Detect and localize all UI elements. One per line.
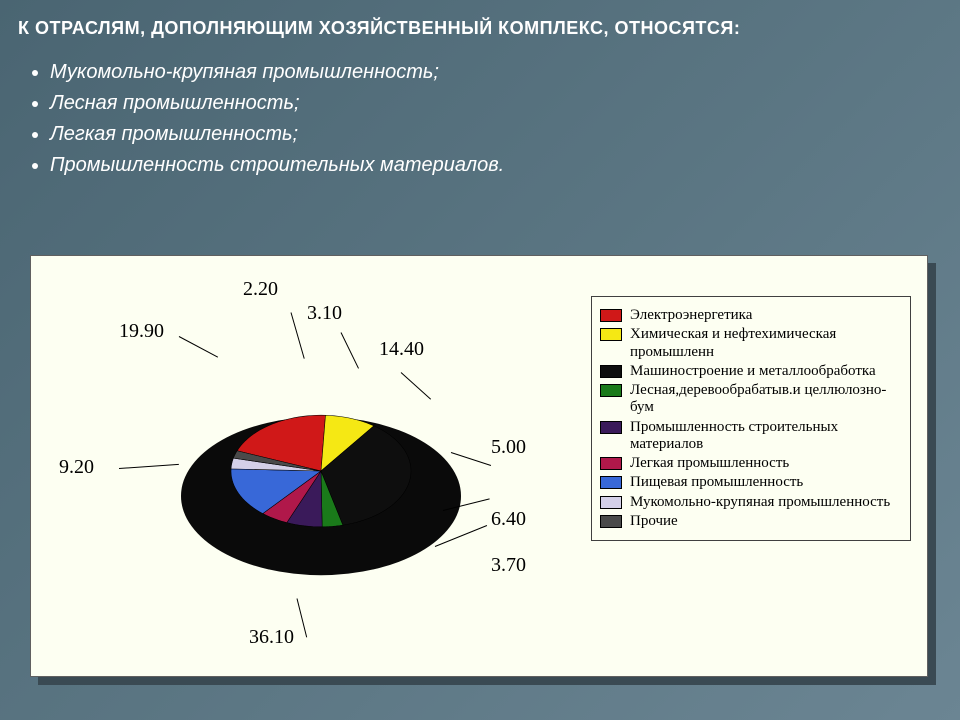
leader-line xyxy=(341,332,359,368)
legend-swatch xyxy=(600,496,622,509)
legend-swatch xyxy=(600,365,622,378)
legend-label: Легкая промышленность xyxy=(630,455,789,472)
legend-label: Электроэнергетика xyxy=(630,307,752,324)
legend-label: Мукомольно-крупяная промышленность xyxy=(630,494,890,511)
pie-value-label: 14.40 xyxy=(379,338,424,361)
pie-value-label: 2.20 xyxy=(243,278,278,301)
legend-row: Мукомольно-крупяная промышленность xyxy=(600,494,902,511)
bullet-list: Мукомольно-крупяная промышленность; Лесн… xyxy=(0,49,960,191)
page-title: К ОТРАСЛЯМ, ДОПОЛНЯЮЩИМ ХОЗЯЙСТВЕННЫЙ КО… xyxy=(0,0,960,49)
pie-value-label: 9.20 xyxy=(59,456,94,479)
pie-value-label: 3.70 xyxy=(491,554,526,577)
legend-swatch xyxy=(600,476,622,489)
legend-row: Электроэнергетика xyxy=(600,307,902,324)
list-item: Легкая промышленность; xyxy=(50,119,960,150)
legend-row: Химическая и нефтехимическая промышленн xyxy=(600,326,902,361)
legend-row: Промышленность строительных материалов xyxy=(600,419,902,454)
pie-value-label: 5.00 xyxy=(491,436,526,459)
leader-line xyxy=(297,598,308,637)
pie-value-label: 36.10 xyxy=(249,626,294,649)
legend-label: Химическая и нефтехимическая промышленн xyxy=(630,326,902,361)
legend-row: Машиностроение и металлообработка xyxy=(600,363,902,380)
legend: Электроэнергетика Химическая и нефтехимич… xyxy=(591,296,911,541)
chart-container: 19.909.2036.103.706.405.0014.403.102.20 … xyxy=(30,255,928,677)
chart-box: 19.909.2036.103.706.405.0014.403.102.20 … xyxy=(30,255,928,677)
legend-label: Лесная,деревообрабатыв.и целлюлозно-бум xyxy=(630,382,902,417)
pie-value-label: 19.90 xyxy=(119,320,164,343)
legend-swatch xyxy=(600,328,622,341)
legend-label: Пищевая промышленность xyxy=(630,474,803,491)
legend-label: Прочие xyxy=(630,513,678,530)
legend-label: Промышленность строительных материалов xyxy=(630,419,902,454)
list-item: Промышленность строительных материалов. xyxy=(50,150,960,181)
legend-label: Машиностроение и металлообработка xyxy=(630,363,876,380)
legend-row: Прочие xyxy=(600,513,902,530)
legend-swatch xyxy=(600,309,622,322)
list-item: Лесная промышленность; xyxy=(50,88,960,119)
leader-line xyxy=(179,336,218,358)
legend-swatch xyxy=(600,384,622,397)
leader-line xyxy=(119,464,179,469)
legend-swatch xyxy=(600,421,622,434)
legend-row: Пищевая промышленность xyxy=(600,474,902,491)
pie-area: 19.90 9.20 36.10 3.70 6.40 5.00 14.40 3.10 2.20 xyxy=(51,276,571,656)
pie-chart xyxy=(181,381,461,561)
legend-row: Лесная,деревообрабатыв.и целлюлозно-бум xyxy=(600,382,902,417)
pie-value-label: 6.40 xyxy=(491,508,526,531)
legend-row: Легкая промышленность xyxy=(600,455,902,472)
leader-line xyxy=(291,312,305,358)
legend-swatch xyxy=(600,457,622,470)
pie-value-label: 3.10 xyxy=(307,302,342,325)
legend-swatch xyxy=(600,515,622,528)
list-item: Мукомольно-крупяная промышленность; xyxy=(50,57,960,88)
